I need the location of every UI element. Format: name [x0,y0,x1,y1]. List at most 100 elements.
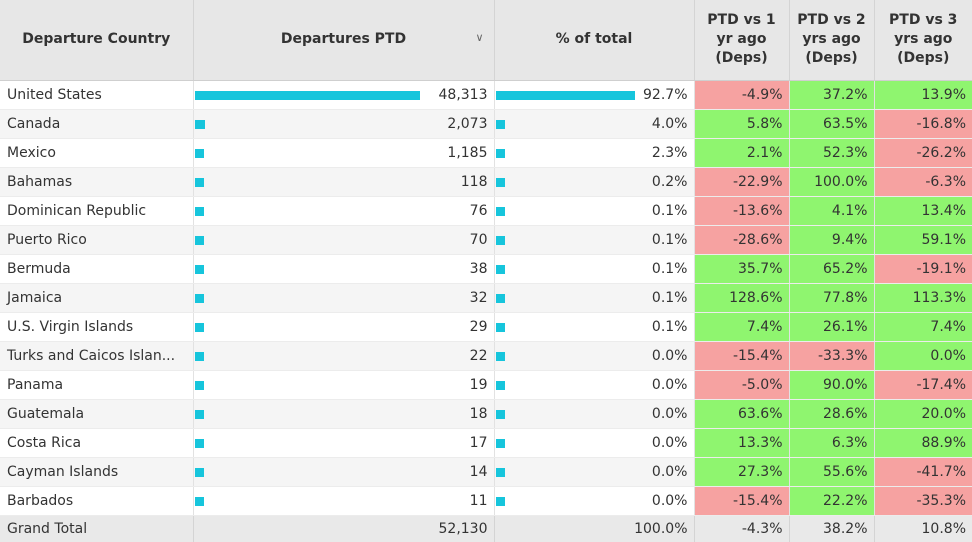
table-row[interactable]: U.S. Virgin Islands 29 0.1% 7.4% 26.1% 7.4% [0,312,972,342]
country-cell: Barbados [0,486,194,516]
header-pct-of-total[interactable]: % of total [494,0,695,81]
pct-value: 0.1% [651,289,688,306]
table-row[interactable]: Jamaica 32 0.1% 128.6% 77.8% 113.3% [0,283,972,313]
grand-total-vs3: 10.8% [874,515,972,542]
vs2-cell: 77.8% [789,283,875,313]
table-row[interactable]: United States 48,313 92.7% -4.9% 37.2% 13.9% [0,80,972,110]
vs3-cell: 7.4% [874,312,972,342]
pct-value: 0.1% [651,231,688,248]
header-ptd-vs-3yrs[interactable]: PTD vs 3 yrs ago (Deps) [874,0,972,81]
departures-cell: 1,185 [193,138,495,168]
departures-cell: 11 [193,486,495,516]
departures-bar [194,264,204,274]
pct-cell: 0.1% [494,312,695,342]
departures-value: 118 [460,173,488,190]
table-row[interactable]: Mexico 1,185 2.3% 2.1% 52.3% -26.2% [0,138,972,168]
vs1-cell: -5.0% [694,370,790,400]
pct-bar [495,90,635,100]
departures-bar [194,322,204,332]
vs2-cell: 52.3% [789,138,875,168]
departures-value: 76 [469,202,488,219]
table-row[interactable]: Canada 2,073 4.0% 5.8% 63.5% -16.8% [0,109,972,139]
departures-cell: 32 [193,283,495,313]
table-row[interactable]: Bahamas 118 0.2% -22.9% 100.0% -6.3% [0,167,972,197]
pct-cell: 2.3% [494,138,695,168]
pct-bar [495,380,505,390]
pct-bar [495,409,505,419]
table-row[interactable]: Guatemala 18 0.0% 63.6% 28.6% 20.0% [0,399,972,429]
vs1-cell: 7.4% [694,312,790,342]
header-departure-country[interactable]: Departure Country [0,0,194,81]
country-cell: Turks and Caicos Islan... [0,341,194,371]
table-row[interactable]: Cayman Islands 14 0.0% 27.3% 55.6% -41.7% [0,457,972,487]
vs3-cell: -17.4% [874,370,972,400]
vs1-cell: 63.6% [694,399,790,429]
vs3-cell: -26.2% [874,138,972,168]
vs1-cell: -22.9% [694,167,790,197]
departures-value: 48,313 [438,86,488,103]
departures-value: 29 [469,318,488,335]
pct-value: 0.2% [651,173,688,190]
pct-bar [495,148,505,158]
chevron-down-icon[interactable]: ∨ [475,31,484,45]
vs2-cell: 4.1% [789,196,875,226]
vs3-cell: -19.1% [874,254,972,284]
vs2-cell: 90.0% [789,370,875,400]
vs2-cell: 100.0% [789,167,875,197]
departures-bar [194,351,204,361]
country-cell: Canada [0,109,194,139]
departures-value: 1,185 [447,144,488,161]
departures-bar [194,206,204,216]
vs3-cell: 13.9% [874,80,972,110]
country-cell: U.S. Virgin Islands [0,312,194,342]
departures-value: 38 [469,260,488,277]
grand-total-row: Grand Total 52,130 100.0% -4.3% 38.2% 10… [0,515,972,542]
vs2-cell: 26.1% [789,312,875,342]
vs1-cell: -13.6% [694,196,790,226]
vs3-cell: -6.3% [874,167,972,197]
pct-cell: 4.0% [494,109,695,139]
departures-value: 18 [469,405,488,422]
grand-total-departures: 52,130 [193,515,495,542]
table-row[interactable]: Dominican Republic 76 0.1% -13.6% 4.1% 13.4% [0,196,972,226]
vs2-cell: 6.3% [789,428,875,458]
table-row[interactable]: Panama 19 0.0% -5.0% 90.0% -17.4% [0,370,972,400]
country-cell: Puerto Rico [0,225,194,255]
vs1-cell: -28.6% [694,225,790,255]
header-ptd-vs-1yr[interactable]: PTD vs 1 yr ago (Deps) [694,0,790,81]
header-departures-ptd[interactable]: Departures PTD ∨ [193,0,495,81]
vs1-cell: -15.4% [694,341,790,371]
country-cell: Dominican Republic [0,196,194,226]
vs2-cell: 28.6% [789,399,875,429]
departures-value: 70 [469,231,488,248]
table-row[interactable]: Barbados 11 0.0% -15.4% 22.2% -35.3% [0,486,972,516]
header-row: Departure Country Departures PTD ∨ % of … [0,0,972,81]
grand-total-vs2: 38.2% [789,515,875,542]
departures-bar [194,177,204,187]
table-row[interactable]: Turks and Caicos Islan... 22 0.0% -15.4% -33… [0,341,972,371]
departures-cell: 2,073 [193,109,495,139]
pct-bar [495,206,505,216]
pct-bar [495,119,505,129]
departures-bar [194,293,204,303]
table-row[interactable]: Bermuda 38 0.1% 35.7% 65.2% -19.1% [0,254,972,284]
pct-cell: 0.1% [494,254,695,284]
vs2-cell: 63.5% [789,109,875,139]
country-cell: Costa Rica [0,428,194,458]
pct-value: 0.0% [651,405,688,422]
departures-cell: 18 [193,399,495,429]
header-ptd-vs-2yrs[interactable]: PTD vs 2 yrs ago (Deps) [789,0,875,81]
departures-cell: 70 [193,225,495,255]
departures-value: 17 [469,434,488,451]
pct-value: 0.0% [651,463,688,480]
table-row[interactable]: Puerto Rico 70 0.1% -28.6% 9.4% 59.1% [0,225,972,255]
pct-cell: 0.1% [494,225,695,255]
table-row[interactable]: Costa Rica 17 0.0% 13.3% 6.3% 88.9% [0,428,972,458]
vs1-cell: 27.3% [694,457,790,487]
pct-bar [495,264,505,274]
pct-value: 0.0% [651,376,688,393]
pct-cell: 0.1% [494,196,695,226]
vs3-cell: 59.1% [874,225,972,255]
vs3-cell: -16.8% [874,109,972,139]
